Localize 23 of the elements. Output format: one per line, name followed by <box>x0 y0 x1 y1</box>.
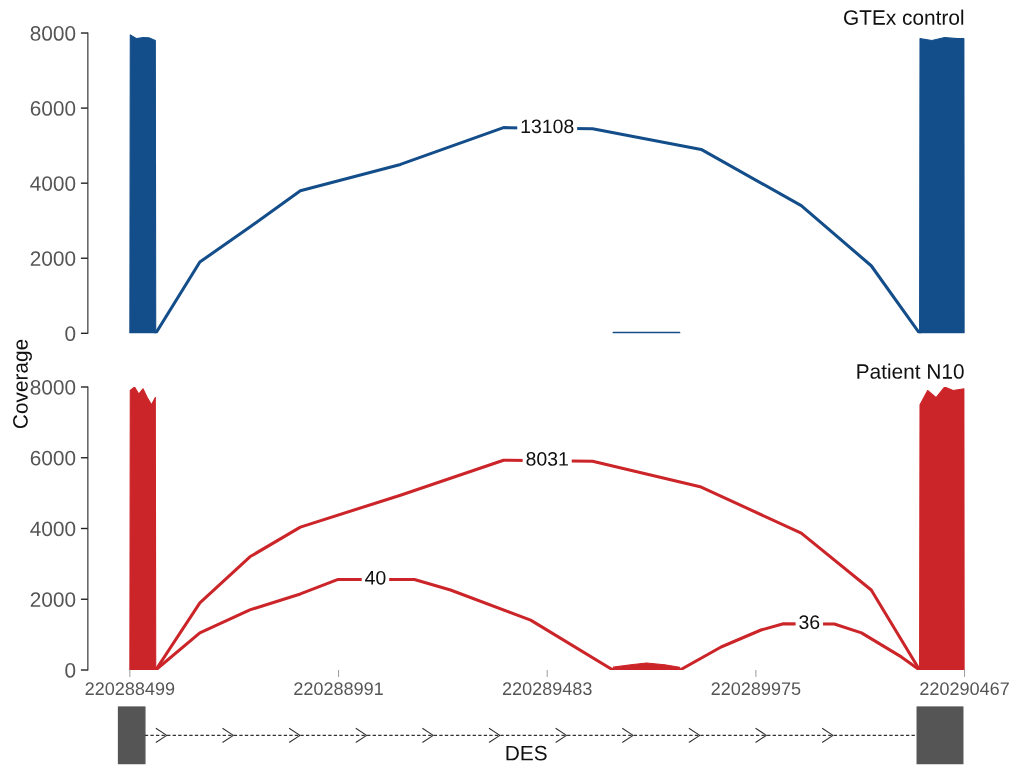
y-tick-label: 0 <box>65 326 76 342</box>
x-tick-label: 220289483 <box>502 682 592 696</box>
annotation: 40 <box>365 570 386 585</box>
annotation: 13108 <box>521 119 574 134</box>
y-tick-label: 8000 <box>30 26 76 41</box>
chart-title: GTEx control <box>844 9 964 25</box>
x-tick-label: 220289975 <box>711 682 801 696</box>
x-tick-label: 220288499 <box>85 682 175 696</box>
y-tick-label: 6000 <box>30 450 76 466</box>
x-tick-label: 220288991 <box>294 682 383 696</box>
y-tick-label: 4000 <box>30 176 76 191</box>
y-tick-label: 4000 <box>30 521 76 537</box>
x-axis-title: DES <box>506 745 547 761</box>
chart-title: Patient N10 <box>857 363 964 379</box>
y-axis-title: Coverage <box>13 339 32 429</box>
y-tick-label: 0 <box>65 663 76 678</box>
y-tick-label: 8000 <box>30 380 76 395</box>
annotation: 8031 <box>526 452 568 466</box>
annotation: 36 <box>799 615 820 630</box>
y-tick-label: 2000 <box>30 251 76 266</box>
y-tick-label: 6000 <box>30 101 76 116</box>
x-tick-label: 220290467 <box>920 682 1009 696</box>
y-tick-label: 2000 <box>30 592 76 608</box>
